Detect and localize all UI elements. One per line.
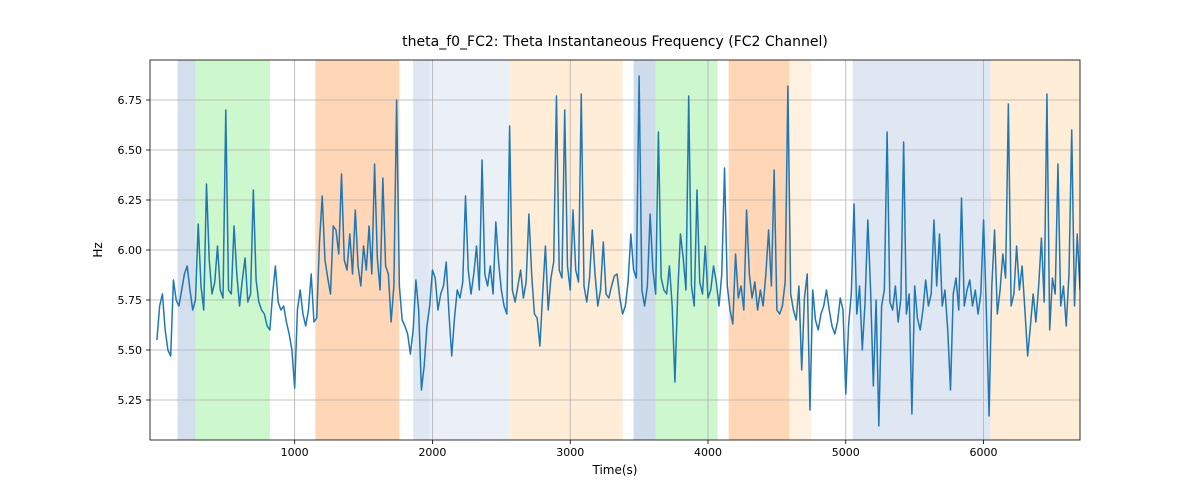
xtick-label: 2000 xyxy=(418,446,446,459)
chart-container: 1000 2000 3000 4000 5000 6000 5.25 5.50 5.75 6.00… xyxy=(0,0,1200,500)
ytick-label: 5.50 xyxy=(118,344,143,357)
xtick-label: 6000 xyxy=(970,446,998,459)
ytick-label: 6.25 xyxy=(118,194,143,207)
x-axis-label: Time(s) xyxy=(592,463,638,477)
ytick-label: 6.00 xyxy=(118,244,143,257)
ytick-label: 5.25 xyxy=(118,394,143,407)
ytick-label: 6.50 xyxy=(118,144,143,157)
xtick-label: 1000 xyxy=(281,446,309,459)
ytick-label: 6.75 xyxy=(118,94,143,107)
line-chart: 1000 2000 3000 4000 5000 6000 5.25 5.50 5.75 6.00… xyxy=(0,0,1200,500)
ytick-label: 5.75 xyxy=(118,294,143,307)
xtick-label: 5000 xyxy=(832,446,860,459)
xtick-label: 3000 xyxy=(556,446,584,459)
chart-title: theta_f0_FC2: Theta Instantaneous Freque… xyxy=(402,34,828,50)
xtick-label: 4000 xyxy=(694,446,722,459)
y-axis-label: Hz xyxy=(91,242,105,257)
